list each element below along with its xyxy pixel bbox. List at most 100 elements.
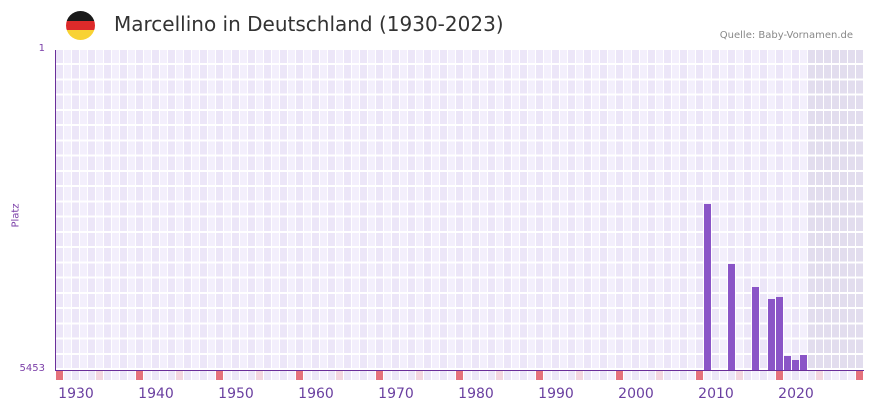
x-tick-label: 1980 (458, 386, 494, 402)
year-column (848, 50, 856, 370)
year-marker (216, 371, 223, 380)
year-column (856, 50, 864, 370)
year-column (576, 50, 584, 370)
year-marker (504, 371, 511, 380)
year-column (192, 50, 200, 370)
year-column (800, 50, 808, 370)
year-column (312, 50, 320, 370)
year-marker (688, 371, 695, 380)
year-column (824, 50, 832, 370)
year-marker (472, 371, 479, 380)
year-column (328, 50, 336, 370)
year-marker (656, 371, 663, 380)
year-column (656, 50, 664, 370)
year-marker (320, 371, 327, 380)
year-column (808, 50, 816, 370)
year-column (96, 50, 104, 370)
year-marker (224, 371, 231, 380)
year-column (648, 50, 656, 370)
year-column (408, 50, 416, 370)
year-column (344, 50, 352, 370)
year-marker (400, 371, 407, 380)
year-column (112, 50, 120, 370)
year-column (552, 50, 560, 370)
year-marker (768, 371, 775, 380)
year-marker (552, 371, 559, 380)
year-marker (144, 371, 151, 380)
bar-2017[interactable] (768, 298, 775, 370)
year-column (464, 50, 472, 370)
year-column (80, 50, 88, 370)
year-column (400, 50, 408, 370)
year-column (168, 50, 176, 370)
year-column (304, 50, 312, 370)
source-link[interactable]: Quelle: Baby-Vornamen.de (719, 30, 853, 41)
year-column (368, 50, 376, 370)
year-marker (592, 371, 599, 380)
year-marker (528, 371, 535, 380)
year-column (248, 50, 256, 370)
year-column (72, 50, 80, 370)
year-marker (104, 371, 111, 380)
bar-2012[interactable] (728, 263, 735, 370)
year-column (792, 50, 800, 370)
year-marker (80, 371, 87, 380)
year-marker (368, 371, 375, 380)
year-marker (776, 371, 783, 380)
year-column (232, 50, 240, 370)
y-tick-bottom: 5453 (19, 363, 45, 374)
year-marker (432, 371, 439, 380)
year-marker (208, 371, 215, 380)
year-marker (160, 371, 167, 380)
year-column (472, 50, 480, 370)
y-axis-line (55, 50, 56, 371)
year-marker (480, 371, 487, 380)
year-marker (64, 371, 71, 380)
bar-2020[interactable] (792, 359, 799, 370)
year-marker (440, 371, 447, 380)
bar-2021[interactable] (800, 354, 807, 370)
bar-2018[interactable] (776, 296, 783, 370)
year-marker (256, 371, 263, 380)
year-column (584, 50, 592, 370)
year-column (672, 50, 680, 370)
year-marker (720, 371, 727, 380)
year-marker (240, 371, 247, 380)
year-marker (536, 371, 543, 380)
year-column (784, 50, 792, 370)
year-marker (176, 371, 183, 380)
year-column (640, 50, 648, 370)
year-column (840, 50, 848, 370)
year-column (56, 50, 64, 370)
bar-2009[interactable] (704, 204, 711, 370)
year-marker (248, 371, 255, 380)
year-marker (488, 371, 495, 380)
year-column (480, 50, 488, 370)
year-marker (384, 371, 391, 380)
year-marker (56, 371, 63, 380)
x-tick-label: 1970 (378, 386, 414, 402)
year-marker (840, 371, 847, 380)
year-marker (624, 371, 631, 380)
year-column (120, 50, 128, 370)
bar-2015[interactable] (752, 287, 759, 370)
year-column (432, 50, 440, 370)
year-column (760, 50, 768, 370)
year-column (288, 50, 296, 370)
year-marker (416, 371, 423, 380)
year-column (440, 50, 448, 370)
year-marker (640, 371, 647, 380)
year-column (616, 50, 624, 370)
year-column (184, 50, 192, 370)
x-tick-label: 1950 (218, 386, 254, 402)
bar-2019[interactable] (784, 355, 791, 370)
year-column (504, 50, 512, 370)
year-marker (712, 371, 719, 380)
plot-area (56, 50, 864, 370)
year-marker (464, 371, 471, 380)
year-marker (848, 371, 855, 380)
year-marker (696, 371, 703, 380)
year-marker (152, 371, 159, 380)
year-column (360, 50, 368, 370)
year-column (600, 50, 608, 370)
